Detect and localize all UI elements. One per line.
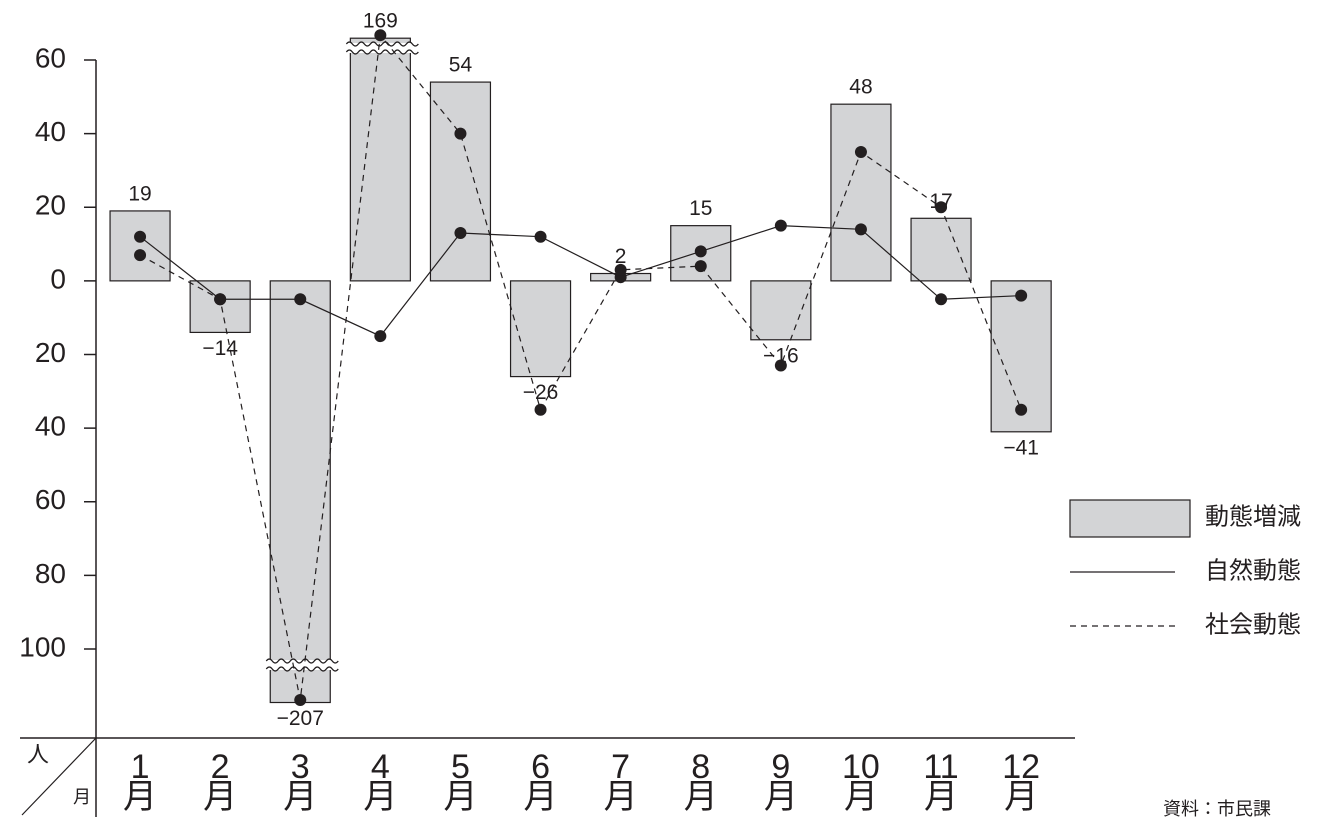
axis-break — [345, 41, 419, 55]
point — [374, 330, 387, 343]
legend-label: 自然動態 — [1205, 557, 1301, 584]
value-label: 54 — [449, 54, 473, 77]
legend-label: 社会動態 — [1205, 611, 1301, 638]
x-tick-label: 4月 — [363, 748, 398, 816]
value-label: 169 — [363, 10, 398, 33]
x-unit: 月 — [73, 787, 91, 807]
point — [454, 227, 467, 240]
bar — [910, 217, 972, 282]
value-label: 2 — [615, 245, 627, 268]
x-tick-label: 9月 — [763, 748, 798, 816]
point — [694, 245, 707, 258]
legend-label: 動態増減 — [1205, 503, 1301, 530]
value-label: −14 — [202, 337, 238, 360]
point — [454, 127, 467, 140]
bar — [109, 210, 171, 282]
value-label: −16 — [763, 344, 799, 367]
break-line — [265, 666, 339, 672]
legend-swatch — [1069, 499, 1191, 538]
point — [935, 293, 948, 306]
break-gap — [267, 660, 334, 670]
value-label: −26 — [523, 381, 559, 404]
corner-diagonal — [21, 737, 97, 816]
value-label: 48 — [849, 76, 872, 99]
point — [935, 201, 948, 214]
x-tick-label: 10月 — [842, 748, 880, 816]
point — [534, 403, 547, 416]
point — [1015, 289, 1028, 302]
break-line — [345, 41, 419, 47]
point — [694, 260, 707, 273]
bar — [509, 280, 572, 378]
y-tick-label: 20 — [35, 337, 66, 368]
point — [374, 29, 387, 42]
x-tick-label: 11月 — [923, 748, 959, 816]
point — [854, 146, 867, 159]
y-tick-label: 80 — [35, 558, 66, 589]
y-unit: 人 — [27, 742, 49, 767]
y-tick-label: 20 — [35, 190, 66, 221]
axis-break — [265, 658, 339, 672]
point — [294, 293, 307, 306]
value-label: −41 — [1003, 436, 1039, 459]
point — [134, 249, 147, 262]
bar — [349, 37, 411, 282]
break-gap — [347, 43, 414, 53]
x-tick-label: 7月 — [603, 748, 638, 816]
x-tick-label: 2月 — [203, 748, 238, 816]
bar — [429, 81, 492, 282]
x-tick-label: 8月 — [683, 748, 718, 816]
x-tick-label: 6月 — [523, 748, 558, 816]
bar — [750, 280, 812, 341]
value-label: 15 — [689, 197, 712, 220]
bar — [269, 280, 331, 704]
line — [139, 225, 1022, 337]
y-tick-label: 60 — [35, 484, 66, 515]
line — [139, 33, 1022, 701]
source: 資料：市民課 — [1163, 799, 1271, 817]
point — [774, 219, 787, 232]
x-tick-label: 5月 — [443, 748, 478, 816]
point — [854, 223, 867, 236]
x-tick-label: 3月 — [283, 748, 318, 816]
y-tick-label: 100 — [19, 631, 66, 662]
break-line — [345, 49, 419, 55]
point — [534, 230, 547, 243]
point — [294, 694, 307, 706]
x-tick-label: 1月 — [123, 748, 158, 816]
point — [214, 293, 227, 306]
point — [1015, 403, 1028, 416]
point — [614, 263, 627, 276]
y-tick-label: 0 — [50, 263, 66, 294]
x-tick-label: 12月 — [1002, 748, 1041, 816]
break-line — [265, 658, 339, 664]
value-label: −207 — [277, 707, 324, 730]
value-label: 19 — [128, 182, 151, 205]
y-tick-label: 40 — [35, 116, 66, 147]
point — [134, 230, 147, 243]
y-tick-label: 40 — [35, 411, 66, 442]
point — [774, 359, 787, 372]
bar — [189, 280, 251, 334]
bar — [830, 103, 892, 282]
y-tick-label: 60 — [35, 42, 66, 73]
